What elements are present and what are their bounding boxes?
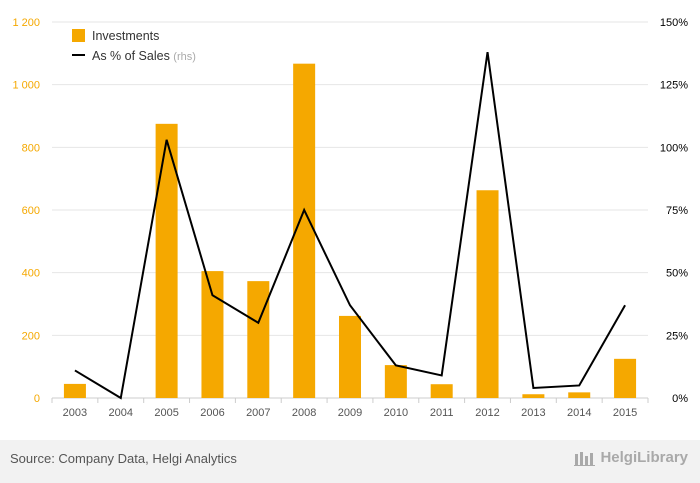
y-right-tick-label: 50% <box>666 268 688 280</box>
y-right-tick-label: 125% <box>660 80 688 92</box>
brand-logo: HelgiLibrary <box>574 449 688 466</box>
bar <box>568 392 591 398</box>
legend-label-bar: Investments <box>92 29 159 43</box>
bar <box>247 281 270 398</box>
bar <box>339 315 361 398</box>
y-left-tick-label: 0 <box>34 393 40 405</box>
x-tick-label: 2003 <box>63 407 87 419</box>
library-icon <box>574 451 596 466</box>
footer: Source: Company Data, Helgi Analytics He… <box>0 440 700 483</box>
source-text: Source: Company Data, Helgi Analytics <box>10 451 237 466</box>
y-right-tick-label: 25% <box>666 330 688 342</box>
bar <box>614 358 637 398</box>
x-tick-label: 2006 <box>200 407 224 419</box>
x-tick-label: 2014 <box>567 407 591 419</box>
bar <box>201 271 224 398</box>
x-tick-label: 2007 <box>246 407 270 419</box>
bar <box>522 394 545 398</box>
y-left-tick-label: 1 200 <box>12 17 40 29</box>
series-line <box>74 51 626 400</box>
bar <box>430 384 453 398</box>
x-tick-label: 2015 <box>613 407 637 419</box>
y-left-tick-label: 200 <box>22 330 40 342</box>
y-left-tick-label: 400 <box>22 268 40 280</box>
bar <box>63 383 86 398</box>
x-tick-label: 2004 <box>109 407 133 419</box>
y-left-tick-label: 800 <box>22 142 40 154</box>
combo-chart: 0 200 400 600 800 1 000 1 200 0% 25% 50% 75% 100% 12… <box>12 17 688 419</box>
bar <box>155 123 178 398</box>
x-tick-label: 2011 <box>430 407 454 419</box>
y-right-tick-label: 75% <box>666 205 688 217</box>
legend-label-line: As % of Sales (rhs) <box>92 49 196 63</box>
x-tick-label: 2012 <box>475 407 499 419</box>
x-tick-label: 2005 <box>154 407 178 419</box>
bar <box>293 63 316 398</box>
x-tick-label: 2010 <box>384 407 408 419</box>
brand-name: HelgiLibrary <box>600 449 688 466</box>
bar <box>384 365 407 398</box>
y-right-tick-label: 150% <box>660 17 688 29</box>
y-right-tick-label: 0% <box>672 393 688 405</box>
y-left-tick-label: 1 000 <box>12 80 40 92</box>
y-left-tick-label: 600 <box>22 205 40 217</box>
bar <box>476 190 499 398</box>
x-tick-label: 2009 <box>338 407 362 419</box>
chart-area: 0 200 400 600 800 1 000 1 200 0% 25% 50% 75% 100% 12… <box>12 17 688 419</box>
x-tick-label: 2008 <box>292 407 316 419</box>
x-tick-label: 2013 <box>521 407 545 419</box>
legend-swatch-bar <box>72 29 85 42</box>
y-right-tick-label: 100% <box>660 142 688 154</box>
